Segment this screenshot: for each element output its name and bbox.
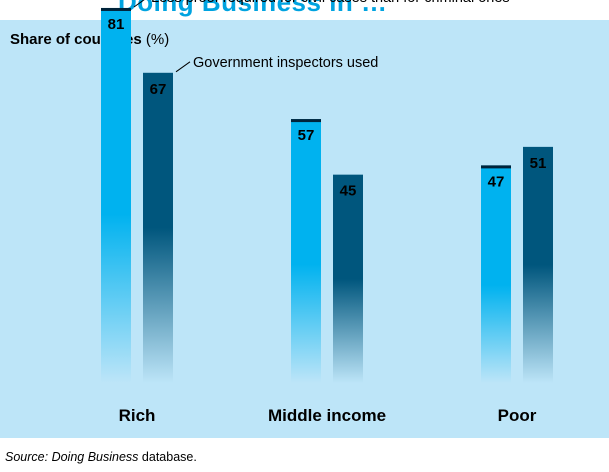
series-annotation: Less proof required for civil cases than… (151, 0, 510, 6)
annotations-group: Less proof required for civil cases than… (133, 0, 510, 73)
y-axis-title-unit: (%) (145, 31, 170, 48)
bar-2-rich (143, 72, 173, 383)
annotation-leader-line (175, 61, 191, 73)
bar-1-rich (101, 7, 131, 383)
bar-cap (291, 119, 321, 123)
bar-2-poor (523, 146, 553, 383)
data-label: 45 (340, 183, 357, 200)
category-label: Rich (119, 406, 156, 425)
category-label: Middle income (268, 406, 386, 425)
source-note: Source: Doing Business database. (5, 450, 197, 464)
annotation-leader-line (133, 0, 145, 8)
bars-group: 81 67 Rich 57 45 Middle income 47 51 Poor (101, 7, 553, 425)
header-fragment: Doing Business in … (118, 0, 388, 17)
category-label: Poor (498, 406, 537, 425)
header-strip: Doing Business in … (0, 0, 609, 20)
bar-cap (101, 7, 131, 11)
bar-1-poor (481, 165, 511, 383)
bar-cap (481, 165, 511, 169)
source-rest: database. (141, 450, 197, 464)
source-label: Source: (5, 450, 49, 464)
series-annotation: Government inspectors used (193, 55, 378, 71)
data-label: 67 (150, 81, 167, 98)
data-label: 47 (488, 173, 505, 190)
source-name: Doing Business (51, 450, 139, 464)
bar-2-middle-income (333, 174, 363, 383)
data-label: 81 (108, 16, 125, 33)
data-label: 57 (298, 127, 315, 144)
bar-1-middle-income (291, 119, 321, 383)
data-label: 51 (530, 155, 547, 172)
